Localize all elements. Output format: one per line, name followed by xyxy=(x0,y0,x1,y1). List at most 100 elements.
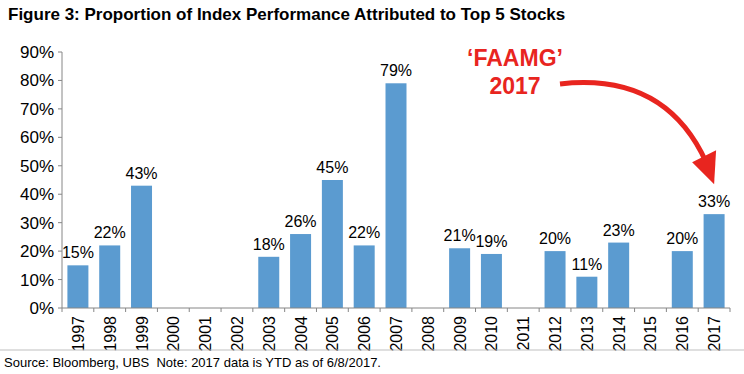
data-label: 43% xyxy=(126,165,158,182)
x-tick xyxy=(62,308,63,312)
data-label: 22% xyxy=(94,224,126,241)
bar xyxy=(322,180,343,308)
x-tick-label: 2013 xyxy=(579,316,596,352)
y-tick-label: 0% xyxy=(29,299,54,318)
arrow-head xyxy=(692,150,716,184)
x-tick xyxy=(730,308,731,312)
title: Figure 3: Proportion of Index Performanc… xyxy=(8,5,565,24)
bar xyxy=(67,265,88,308)
annotation: 2017 xyxy=(489,73,540,99)
x-axis xyxy=(62,308,730,309)
x-tick-label: 2006 xyxy=(356,316,373,352)
bar xyxy=(131,186,152,308)
bar xyxy=(258,257,279,308)
y-tick-label: 20% xyxy=(20,242,54,261)
bar xyxy=(354,245,375,308)
y-tick xyxy=(58,222,62,223)
x-tick xyxy=(125,308,126,312)
data-label: 22% xyxy=(348,224,380,241)
x-tick xyxy=(666,308,667,312)
data-label: 21% xyxy=(444,227,476,244)
y-tick xyxy=(58,108,62,109)
y-tick xyxy=(58,52,62,53)
data-label: 18% xyxy=(253,236,285,253)
chart: Figure 3: Proportion of Index Performanc… xyxy=(0,0,744,374)
bars xyxy=(67,83,724,308)
x-tick-label: 2015 xyxy=(642,316,659,352)
y-axis xyxy=(62,52,63,308)
x-tick-label: 2012 xyxy=(547,316,564,352)
x-tick-label: 2014 xyxy=(611,316,628,352)
bar xyxy=(672,251,693,308)
y-tick xyxy=(58,165,62,166)
x-tick-label: 1997 xyxy=(70,316,87,352)
bar xyxy=(545,251,566,308)
arrow xyxy=(560,83,706,163)
x-tick-label: 2011 xyxy=(515,316,532,351)
y-tick-label: 70% xyxy=(20,100,54,119)
bar xyxy=(99,245,120,308)
bar xyxy=(481,254,502,308)
x-tick xyxy=(189,308,190,312)
x-tick xyxy=(284,308,285,312)
y-tick xyxy=(58,308,62,309)
x-tick-label: 2004 xyxy=(293,316,310,352)
x-tick-label: 2008 xyxy=(420,316,437,352)
x-tick xyxy=(698,308,699,312)
x-tick-label: 1998 xyxy=(102,316,119,352)
x-tick-label: 2016 xyxy=(674,316,691,352)
source: Source: Bloomberg, UBS Note: 2017 data i… xyxy=(4,355,381,370)
y-tick-label: 10% xyxy=(20,271,54,290)
data-label: 20% xyxy=(666,230,698,247)
y-tick-label: 50% xyxy=(20,157,54,176)
data-label: 45% xyxy=(316,159,348,176)
x-tick xyxy=(316,308,317,312)
x-tick xyxy=(221,308,222,312)
x-tick-label: 2001 xyxy=(197,316,214,352)
data-label: 79% xyxy=(380,62,412,79)
x-tick-label: 2010 xyxy=(483,316,500,352)
annotation: ‘FAAMG’ xyxy=(467,45,563,71)
x-tick-label: 2000 xyxy=(165,316,182,352)
x-tick xyxy=(443,308,444,312)
bar xyxy=(386,83,407,308)
x-tick-label: 1999 xyxy=(134,316,151,352)
x-tick xyxy=(570,308,571,312)
y-tick-label: 60% xyxy=(20,128,54,147)
bar xyxy=(608,243,629,308)
data-label: 23% xyxy=(603,222,635,239)
x-tick-label: 2007 xyxy=(388,316,405,352)
x-tick xyxy=(157,308,158,312)
x-tick xyxy=(348,308,349,312)
data-label: 15% xyxy=(62,244,94,261)
x-tick-label: 2005 xyxy=(324,316,341,352)
data-label: 20% xyxy=(539,230,571,247)
x-tick xyxy=(411,308,412,312)
bar xyxy=(449,248,470,308)
x-tick-label: 2002 xyxy=(229,316,246,352)
y-tick xyxy=(58,194,62,195)
x-tick-label: 2009 xyxy=(452,316,469,352)
y-tick xyxy=(58,80,62,81)
data-label: 26% xyxy=(285,213,317,230)
bar xyxy=(576,277,597,308)
y-tick-label: 30% xyxy=(20,214,54,233)
data-label: 19% xyxy=(475,233,507,250)
data-label: 11% xyxy=(571,256,602,273)
x-tick xyxy=(475,308,476,312)
x-tick-label: 2017 xyxy=(706,316,723,352)
x-tick xyxy=(380,308,381,312)
bar xyxy=(704,214,725,308)
x-tick xyxy=(539,308,540,312)
y-tick-label: 90% xyxy=(20,43,54,62)
separator xyxy=(0,350,744,351)
y-tick xyxy=(58,279,62,280)
x-tick xyxy=(252,308,253,312)
x-tick xyxy=(93,308,94,312)
x-tick xyxy=(602,308,603,312)
y-tick-label: 80% xyxy=(20,71,54,90)
x-tick-label: 2003 xyxy=(261,316,278,352)
y-tick xyxy=(58,137,62,138)
data-label: 33% xyxy=(698,193,730,210)
x-tick xyxy=(634,308,635,312)
